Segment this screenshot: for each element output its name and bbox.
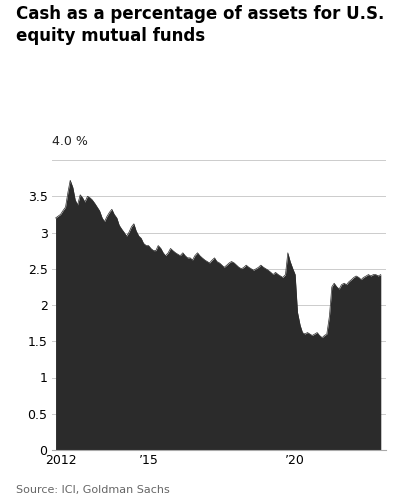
Text: 4.0 %: 4.0 %: [52, 136, 88, 148]
Text: Cash as a percentage of assets for U.S.
equity mutual funds: Cash as a percentage of assets for U.S. …: [16, 5, 384, 45]
Text: Source: ICI, Goldman Sachs: Source: ICI, Goldman Sachs: [16, 485, 170, 495]
